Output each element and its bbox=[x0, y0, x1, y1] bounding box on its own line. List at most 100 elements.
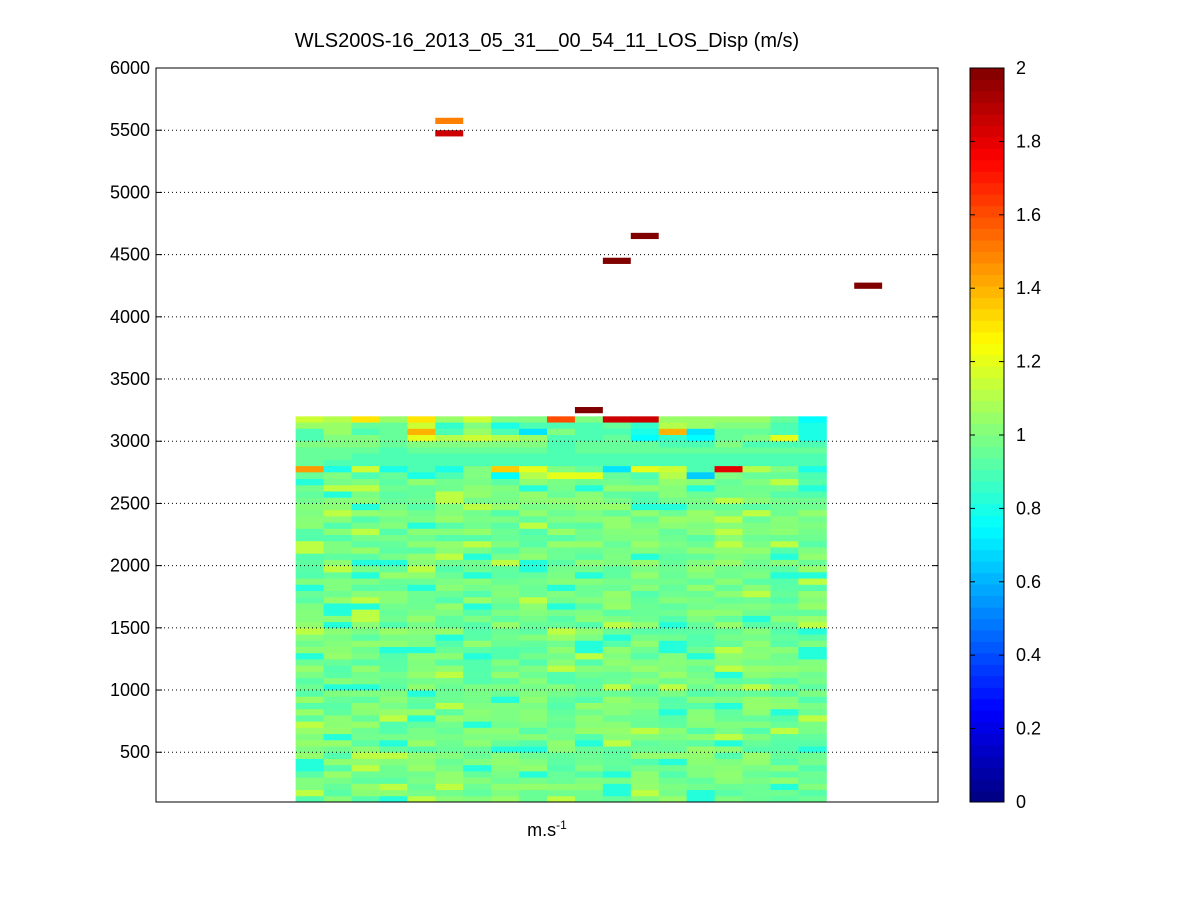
heatmap-cell bbox=[547, 534, 576, 542]
heatmap-cell bbox=[379, 795, 408, 803]
heatmap-cell bbox=[407, 596, 436, 604]
heatmap-cell bbox=[798, 727, 827, 735]
heatmap-cell bbox=[295, 727, 325, 735]
heatmap-cell bbox=[714, 621, 743, 629]
heatmap-cell bbox=[407, 490, 436, 498]
heatmap-cell bbox=[798, 739, 827, 747]
heatmap-cell bbox=[770, 621, 799, 629]
heatmap-cell bbox=[295, 509, 325, 517]
heatmap-cell bbox=[435, 739, 464, 747]
heatmap-cell bbox=[407, 447, 436, 455]
heatmap-cell bbox=[463, 783, 492, 791]
heatmap-cell bbox=[323, 789, 352, 797]
heatmap-cell bbox=[407, 770, 436, 778]
heatmap-cell bbox=[658, 546, 688, 554]
heatmap-cell bbox=[574, 690, 604, 697]
heatmap-cell bbox=[295, 584, 325, 592]
heatmap-cell bbox=[351, 752, 380, 759]
heatmap-cell bbox=[770, 727, 799, 735]
heatmap-cell bbox=[630, 696, 660, 703]
heatmap-cell bbox=[379, 459, 408, 467]
heatmap-cell bbox=[519, 634, 548, 641]
heatmap-cell bbox=[351, 795, 380, 803]
heatmap-cell bbox=[379, 435, 408, 442]
heatmap-cell bbox=[351, 484, 380, 492]
heatmap-cell bbox=[798, 447, 827, 455]
heatmap-cell bbox=[463, 795, 492, 803]
heatmap-cell bbox=[323, 609, 352, 616]
heatmap-cell bbox=[547, 627, 576, 635]
heatmap-cell bbox=[602, 627, 632, 635]
heatmap-cell bbox=[574, 621, 604, 629]
heatmap-cell bbox=[295, 559, 325, 567]
heatmap-cell bbox=[686, 435, 716, 442]
heatmap-cell bbox=[435, 795, 464, 803]
heatmap-cell bbox=[295, 578, 325, 585]
heatmap-cell bbox=[491, 683, 520, 691]
heatmap-cell bbox=[463, 770, 492, 778]
heatmap-cell bbox=[407, 758, 436, 766]
heatmap-cell bbox=[658, 640, 688, 647]
heatmap-cell bbox=[574, 503, 604, 511]
heatmap-cell bbox=[714, 503, 743, 511]
heatmap-cell bbox=[770, 665, 799, 672]
heatmap-cell bbox=[574, 752, 604, 759]
heatmap-cell bbox=[714, 752, 743, 759]
heatmap-cell bbox=[295, 690, 325, 697]
heatmap-cell bbox=[407, 646, 436, 654]
heatmap-cell bbox=[295, 459, 325, 467]
heatmap-cell bbox=[463, 683, 492, 691]
heatmap-cell bbox=[574, 640, 604, 647]
heatmap-cell bbox=[463, 652, 492, 660]
heatmap-cell bbox=[351, 746, 380, 753]
heatmap-cell bbox=[379, 640, 408, 647]
heatmap-cell bbox=[519, 627, 548, 635]
heatmap-cell bbox=[323, 770, 352, 778]
heatmap-cell bbox=[658, 528, 688, 536]
colorbar-segment bbox=[970, 469, 1004, 482]
heatmap-cell bbox=[435, 677, 464, 685]
heatmap-cell bbox=[658, 746, 688, 753]
heatmap-cell bbox=[798, 658, 827, 666]
heatmap-cell bbox=[379, 783, 408, 791]
heatmap-cell bbox=[658, 789, 688, 797]
heatmap-cell bbox=[547, 795, 576, 803]
heatmap-cell bbox=[714, 696, 743, 703]
heatmap-cell bbox=[379, 546, 408, 554]
heatmap-cell bbox=[435, 609, 464, 616]
heatmap-cell bbox=[798, 416, 827, 424]
heatmap-cell bbox=[574, 746, 604, 753]
heatmap-cell bbox=[491, 621, 520, 629]
heatmap-cell bbox=[770, 646, 799, 654]
heatmap-cell bbox=[714, 515, 743, 523]
heatmap-cell bbox=[686, 546, 716, 554]
heatmap-cell bbox=[491, 553, 520, 560]
heatmap-cell bbox=[547, 708, 576, 716]
heatmap-cell bbox=[491, 721, 520, 728]
heatmap-cell bbox=[463, 609, 492, 616]
heatmap-cell bbox=[770, 478, 799, 486]
heatmap-cell bbox=[491, 590, 520, 598]
heatmap-cell bbox=[435, 733, 464, 741]
heatmap-cell bbox=[658, 714, 688, 722]
heatmap-cell bbox=[714, 478, 743, 486]
heatmap-cell bbox=[323, 447, 352, 455]
heatmap-cell bbox=[323, 696, 352, 703]
heatmap-cell bbox=[295, 497, 325, 504]
x-axis-label-base: m.s bbox=[527, 820, 557, 840]
heatmap-cell bbox=[770, 714, 799, 722]
heatmap-cell bbox=[602, 615, 632, 623]
heatmap-cell bbox=[547, 490, 576, 498]
heatmap-cell bbox=[435, 590, 464, 598]
heatmap-outlier-cell bbox=[630, 232, 659, 240]
heatmap-cell bbox=[742, 472, 771, 480]
heatmap-cell bbox=[295, 746, 325, 753]
heatmap-cell bbox=[630, 515, 660, 523]
heatmap-cell bbox=[770, 602, 799, 610]
heatmap-cell bbox=[630, 534, 660, 542]
heatmap-cell bbox=[798, 702, 827, 710]
colorbar-segment bbox=[970, 710, 1004, 723]
heatmap-cell bbox=[407, 690, 436, 697]
heatmap-cell bbox=[714, 540, 743, 548]
heatmap-cell bbox=[658, 733, 688, 741]
